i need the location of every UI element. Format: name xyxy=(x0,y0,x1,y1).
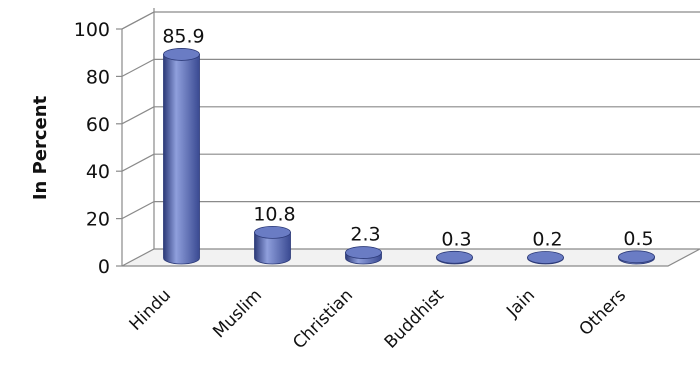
bar-top xyxy=(618,250,655,264)
bar xyxy=(254,226,291,265)
bar-body xyxy=(163,54,200,265)
bar xyxy=(618,250,655,265)
bar-body xyxy=(254,232,291,265)
y-tick-label: 100 xyxy=(74,19,110,41)
data-label: 0.3 xyxy=(441,228,471,250)
bar-top xyxy=(163,48,200,61)
bar-top xyxy=(345,246,382,259)
gridline-depth xyxy=(121,201,155,220)
x-tick-label: Others xyxy=(575,285,630,340)
y-tick-label: 40 xyxy=(86,161,110,183)
bar xyxy=(436,250,473,265)
gridline-depth xyxy=(121,11,155,30)
bar xyxy=(163,48,200,265)
y-tick-label: 60 xyxy=(86,114,110,136)
x-tick-label: Hindu xyxy=(126,285,175,334)
gridline-depth xyxy=(121,106,155,125)
x-tick-label: Muslim xyxy=(209,285,266,342)
x-axis: Hindu Muslim Christian Buddhist Jain Others xyxy=(126,285,630,353)
gridline-depth xyxy=(121,58,155,77)
bars xyxy=(163,48,655,265)
x-tick-label: Buddhist xyxy=(381,285,448,352)
data-label: 85.9 xyxy=(162,25,204,47)
data-label: 0.5 xyxy=(623,228,653,250)
y-axis: 0 20 40 60 80 100 xyxy=(74,19,122,278)
plot-frame xyxy=(121,8,700,267)
x-tick-label: Jain xyxy=(502,285,539,322)
y-axis-title: In Percent xyxy=(30,95,51,200)
bar xyxy=(345,246,382,265)
y-tick-label: 20 xyxy=(86,209,110,231)
y-tick-label: 0 xyxy=(98,256,110,278)
data-label: 0.2 xyxy=(532,229,562,251)
bar-top xyxy=(254,226,291,239)
floor-plane xyxy=(121,248,700,267)
gridline-depth xyxy=(121,153,155,172)
y-tick-label: 80 xyxy=(86,66,110,88)
x-tick-label: Christian xyxy=(289,285,357,353)
bar-top xyxy=(436,250,473,264)
data-label: 2.3 xyxy=(350,224,380,246)
data-label: 10.8 xyxy=(253,203,295,225)
data-labels: 85.9 10.8 2.3 0.3 0.2 0.5 xyxy=(162,25,653,250)
bar-top xyxy=(527,251,564,264)
bar xyxy=(527,251,564,265)
